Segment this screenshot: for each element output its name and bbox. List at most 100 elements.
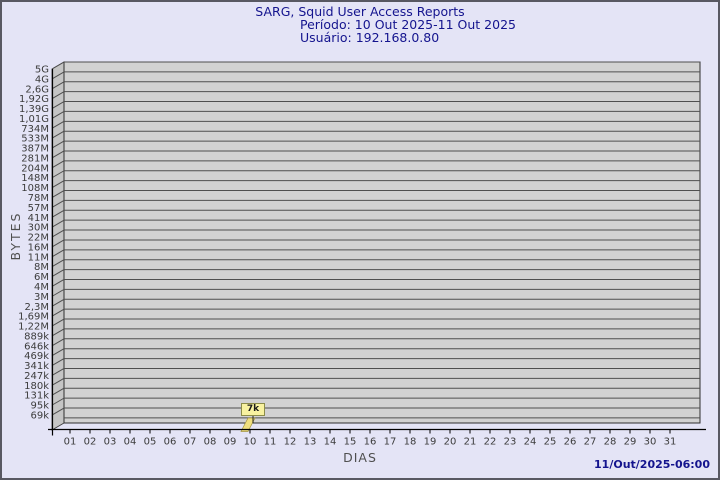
y-tick-label: 1,69M (18, 312, 49, 323)
gridline-wall-slant (51, 387, 65, 396)
x-tick-label: 18 (404, 437, 417, 448)
gridline-wall-slant (51, 328, 65, 337)
gridline-wall-slant (51, 377, 65, 386)
chart-title: SARG, Squid User Access Reports (255, 4, 465, 19)
x-tick-label: 08 (204, 437, 217, 448)
gridline-wall-slant (51, 269, 65, 278)
gridline-wall-slant (51, 140, 65, 149)
y-tick-label: 1,39G (19, 104, 49, 115)
y-tick-label: 3M (34, 292, 49, 303)
x-tick-label: 09 (224, 437, 237, 448)
x-tick-label: 14 (324, 437, 337, 448)
gridline-wall-slant (51, 61, 65, 70)
x-tick-label: 05 (144, 437, 157, 448)
y-tick-label: 4M (34, 282, 49, 293)
gridline-wall-slant (51, 288, 65, 297)
gridline-wall-slant (51, 259, 65, 268)
x-tick-label: 04 (124, 437, 137, 448)
gridline-wall-slant (51, 318, 65, 327)
y-tick-label: 4G (35, 74, 49, 85)
gridline-wall-slant (51, 397, 65, 406)
gridline-wall-slant (51, 298, 65, 307)
x-tick-label: 02 (84, 437, 97, 448)
y-tick-label: 1,92G (19, 94, 49, 105)
x-tick-label: 23 (504, 437, 517, 448)
gridline-wall-slant (51, 150, 65, 159)
x-tick-label: 12 (284, 437, 297, 448)
gridline-wall-slant (51, 219, 65, 228)
y-tick-label: 387M (21, 144, 49, 155)
gridline-wall-slant (51, 101, 65, 109)
gridline-wall-slant (51, 358, 65, 367)
gridline-wall-slant (51, 110, 65, 119)
y-tick-label: 41M (28, 213, 49, 224)
chart-subtitle-user: Usuário: 192.168.0.80 (300, 29, 440, 45)
y-tick-label: 5G (35, 65, 49, 76)
y-tick-label: 16M (28, 242, 49, 253)
gridline-wall-slant (51, 130, 65, 139)
y-tick-label: 1,22M (18, 322, 49, 333)
y-tick-label: 247k (24, 371, 49, 382)
gridline-wall-slant (51, 209, 65, 218)
x-tick-label: 29 (624, 437, 637, 448)
gridline-wall-slant (51, 338, 65, 347)
x-tick-label: 22 (484, 437, 497, 448)
x-tick-label: 01 (64, 437, 77, 448)
x-tick-label: 20 (444, 437, 457, 448)
x-tick-label: 31 (664, 437, 677, 448)
gridline-wall-slant (51, 91, 65, 100)
y-tick-label: 1,01G (19, 114, 49, 125)
gridline-wall-slant (51, 407, 65, 416)
x-tick-label: 27 (584, 437, 597, 448)
plot-front-face (63, 61, 701, 424)
x-tick-label: 26 (564, 437, 577, 448)
y-tick-label: 30M (28, 223, 49, 234)
gridline-wall-slant (51, 160, 65, 169)
gridline-wall-slant (51, 348, 65, 357)
y-tick-label: 734M (21, 124, 49, 135)
y-tick-label: 204M (21, 163, 49, 174)
y-tick-label: 22M (28, 233, 49, 244)
y-tick-label: 180k (24, 381, 49, 392)
x-tick-label: 03 (104, 437, 117, 448)
x-tick-label: 30 (644, 437, 657, 448)
y-tick-label: 646k (24, 341, 49, 352)
gridline-wall-slant (51, 308, 65, 317)
x-tick-label: 07 (184, 437, 197, 448)
report-timestamp: 11/Out/2025-06:00 (594, 458, 710, 471)
y-tick-label: 281M (21, 153, 49, 164)
x-tick-label: 13 (304, 437, 317, 448)
x-tick-label: 25 (544, 437, 557, 448)
x-tick-label: 11 (264, 437, 277, 448)
gridline-wall-slant (51, 368, 65, 376)
gridline-wall-slant (51, 71, 65, 80)
x-tick-label: 10 (244, 437, 257, 448)
gridline-wall-slant (51, 190, 65, 198)
x-tick-label: 28 (604, 437, 617, 448)
gridline-wall-slant (51, 199, 65, 208)
gridline-wall-slant (51, 279, 65, 287)
x-tick-label: 17 (384, 437, 397, 448)
gridline-wall-slant (51, 81, 65, 90)
y-tick-label: 889k (24, 331, 49, 342)
y-tick-label: 95k (30, 401, 49, 412)
x-tick-label: 24 (524, 437, 537, 448)
gridline-wall-slant (51, 249, 65, 258)
gridline-wall-slant (51, 239, 65, 248)
gridline-wall-slant (51, 229, 65, 238)
y-tick-label: 8M (34, 262, 49, 273)
x-tick-label: 19 (424, 437, 437, 448)
y-tick-label: 131k (24, 391, 49, 402)
x-tick-label: 21 (464, 437, 477, 448)
y-tick-label: 57M (28, 203, 49, 214)
y-tick-label: 2,3M (24, 302, 49, 313)
chart-subtitle-period: Período: 10 Out 2025-11 Out 2025 (300, 17, 516, 32)
bar-value-label: 7k (241, 403, 265, 416)
y-tick-label: 69k (30, 411, 49, 422)
x-tick-label: 15 (344, 437, 357, 448)
y-tick-label: 11M (28, 252, 49, 263)
x-tick-label: 16 (364, 437, 377, 448)
y-tick-label: 2,6G (25, 84, 49, 95)
